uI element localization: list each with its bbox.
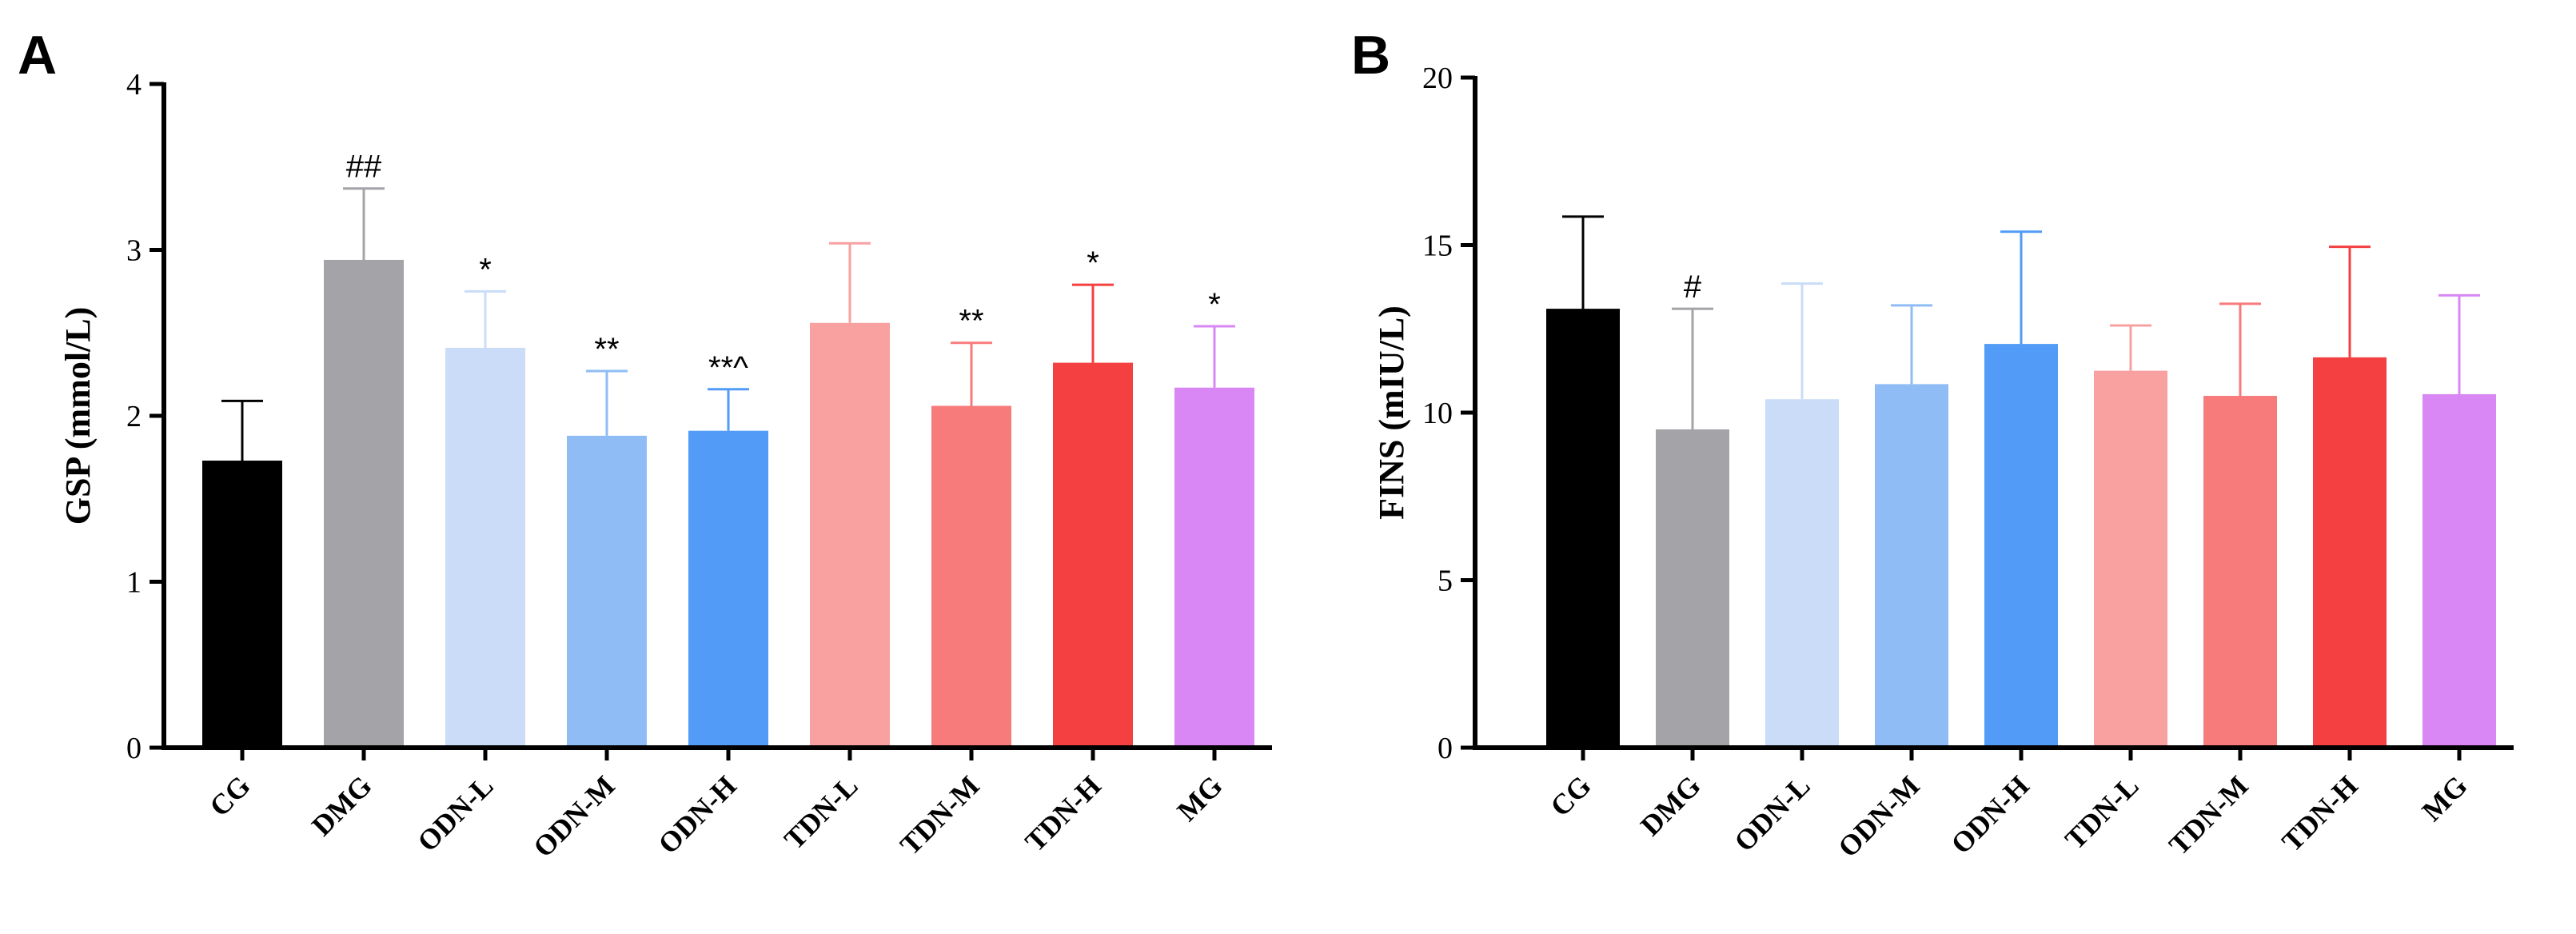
x-tick-label: MG [2416,769,2474,827]
bar-odn-l [445,347,525,748]
error-bar-tdn-h [2329,245,2371,357]
significance-label: ** [959,304,983,339]
x-tick-label: ODN-M [1832,769,1925,863]
y-tick-label: 10 [1422,397,1453,430]
bar-odn-l [1765,399,1839,748]
bar-odn-m [567,435,647,748]
y-tick-label: 1 [126,566,142,600]
bar-dmg [1656,429,1729,748]
x-tick-label: ODN-L [411,769,499,857]
x-tick-label: CG [1544,769,1597,822]
x-tick-label: ODN-H [1945,769,2036,860]
bar-tdn-h [2313,357,2387,748]
y-axis-label: GSP (mmol/L) [58,307,98,525]
error-bar-mg [2438,293,2480,394]
error-bar-tdn-m [2219,302,2261,397]
x-tick-label: TDN-M [2163,769,2255,861]
error-bar-tdn-l [829,241,871,323]
y-tick-label: 5 [1438,565,1453,598]
error-bar-odn-h [2000,230,2042,345]
y-tick-label: 0 [1438,732,1453,765]
x-tick-label: DMG [305,769,377,841]
error-bar-odn-m [1891,304,1932,385]
significance-label: ** [594,332,619,367]
x-tick-label: TDN-H [2275,769,2363,857]
x-tick-label: MG [1171,769,1229,827]
bar-odn-m [1875,384,1948,748]
bar-tdn-l [810,322,890,748]
x-tick-label: TDN-L [778,769,863,855]
error-bar-tdn-h [1072,283,1114,363]
bar-odn-h [1984,344,2058,748]
bar-mg [1174,387,1254,748]
significance-label: * [1208,287,1221,322]
panel-b: B FINS (mIU/L) #0 5 10 15 20 CG DMG ODN-L ODN-M ODN… [1351,25,2514,864]
bar-tdn-m [931,405,1011,748]
y-tick-label: 15 [1422,230,1453,263]
error-bar-odn-m [586,369,628,436]
x-tick-label: ODN-M [527,769,620,863]
error-bar-dmg [343,187,385,260]
significance-label: **^ [708,350,748,385]
panel-letter: A [18,25,57,86]
error-bar-odn-l [465,289,506,348]
x-tick-label: TDN-M [894,769,986,861]
x-tick-label: TDN-L [2059,769,2144,855]
error-bar-odn-l [1781,282,1823,400]
x-tick-label: TDN-H [1019,769,1107,857]
error-bar-dmg [1672,307,1713,429]
y-tick-label: 20 [1422,62,1453,95]
bar-cg [1546,309,1620,748]
bar-tdn-h [1053,362,1133,748]
y-tick-label: 2 [126,400,142,433]
x-tick-label: ODN-L [1728,769,1816,857]
significance-label: * [1087,245,1099,281]
x-tick-label: DMG [1634,769,1706,841]
bar-tdn-l [2094,370,2167,748]
error-bar-tdn-m [951,341,992,406]
y-tick-label: 3 [126,234,142,268]
error-bar-mg [1194,325,1235,388]
bar-odn-h [688,430,768,748]
bar-cg [202,461,282,748]
error-bar-cg [221,399,263,461]
y-axis-label: FINS (mIU/L) [1372,305,1411,520]
bar-tdn-m [2203,396,2277,748]
y-tick-label: 0 [126,732,142,765]
error-bar-odn-h [708,388,749,431]
y-tick-label: 4 [126,68,142,102]
panel-letter: B [1351,25,1390,86]
x-tick-label: ODN-H [652,769,743,860]
bar-dmg [324,259,404,748]
bar-mg [2422,393,2496,748]
error-bar-cg [1562,215,1604,309]
significance-label: # [1684,269,1702,305]
x-tick-label: CG [203,769,256,822]
error-bar-tdn-l [2110,324,2151,371]
significance-label: ## [346,150,382,185]
significance-label: * [479,252,492,287]
